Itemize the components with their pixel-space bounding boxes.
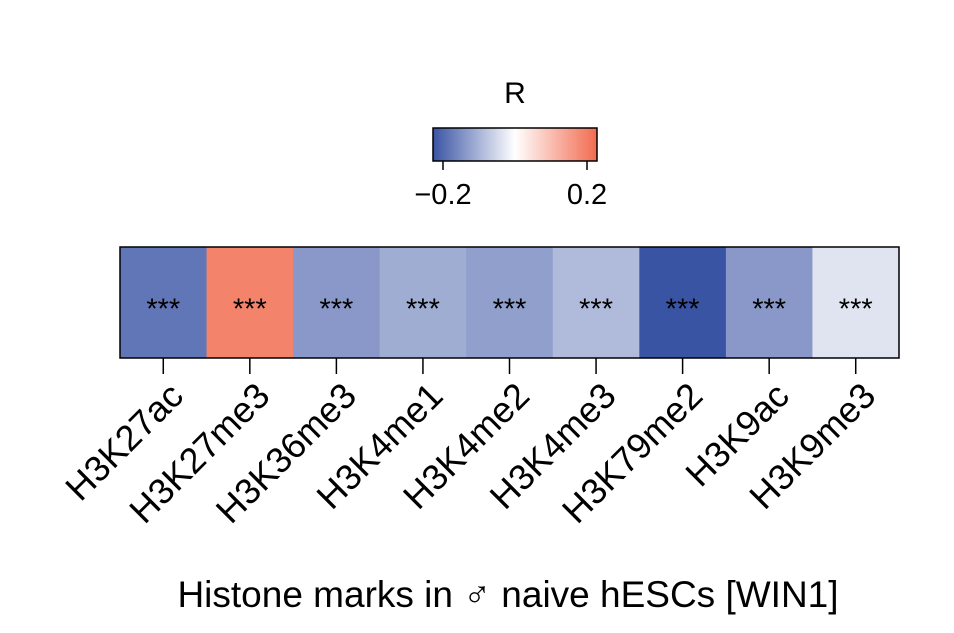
cell-annotation: *** — [839, 294, 873, 326]
cell-annotation: *** — [319, 294, 353, 326]
cell-annotation: *** — [406, 294, 440, 326]
heatmap-cells — [120, 247, 900, 358]
color-legend: R −0.2 0.2 — [414, 77, 607, 211]
heatmap-cell-h3k27ac — [120, 247, 208, 358]
x-axis-ticks — [162, 358, 857, 374]
heatmap-cell-h3k27me3 — [206, 247, 294, 358]
cell-annotation: *** — [493, 294, 527, 326]
heatmap-cell-h3k79me2 — [639, 247, 727, 358]
heatmap-cell-h3k36me3 — [293, 247, 381, 358]
heatmap-cell-h3k9me3 — [812, 247, 900, 358]
heatmap-cell-h3k4me3 — [552, 247, 640, 358]
cell-annotation: *** — [233, 294, 267, 326]
heatmap-cell-h3k9ac — [725, 247, 814, 358]
cell-annotation: *** — [752, 294, 786, 326]
legend-title: R — [504, 77, 526, 110]
cell-annotation: *** — [666, 294, 700, 326]
legend-tick-label-low: −0.2 — [414, 179, 471, 211]
legend-colorbar — [432, 127, 598, 162]
cell-annotations: *** *** *** *** *** *** *** *** *** — [146, 294, 872, 326]
legend-tick-label-high: 0.2 — [567, 179, 607, 211]
heatmap-cell-h3k4me1 — [379, 247, 467, 358]
heatmap-cell-h3k4me2 — [466, 247, 554, 358]
cell-annotation: *** — [146, 294, 180, 326]
x-axis-title: Histone marks in ♂ naive hESCs [WIN1] — [177, 574, 838, 615]
x-axis-tick-labels: H3K27acH3K27me3H3K36me3H3K4me1H3K4me2H3K… — [57, 375, 883, 531]
cell-annotation: *** — [579, 294, 613, 326]
